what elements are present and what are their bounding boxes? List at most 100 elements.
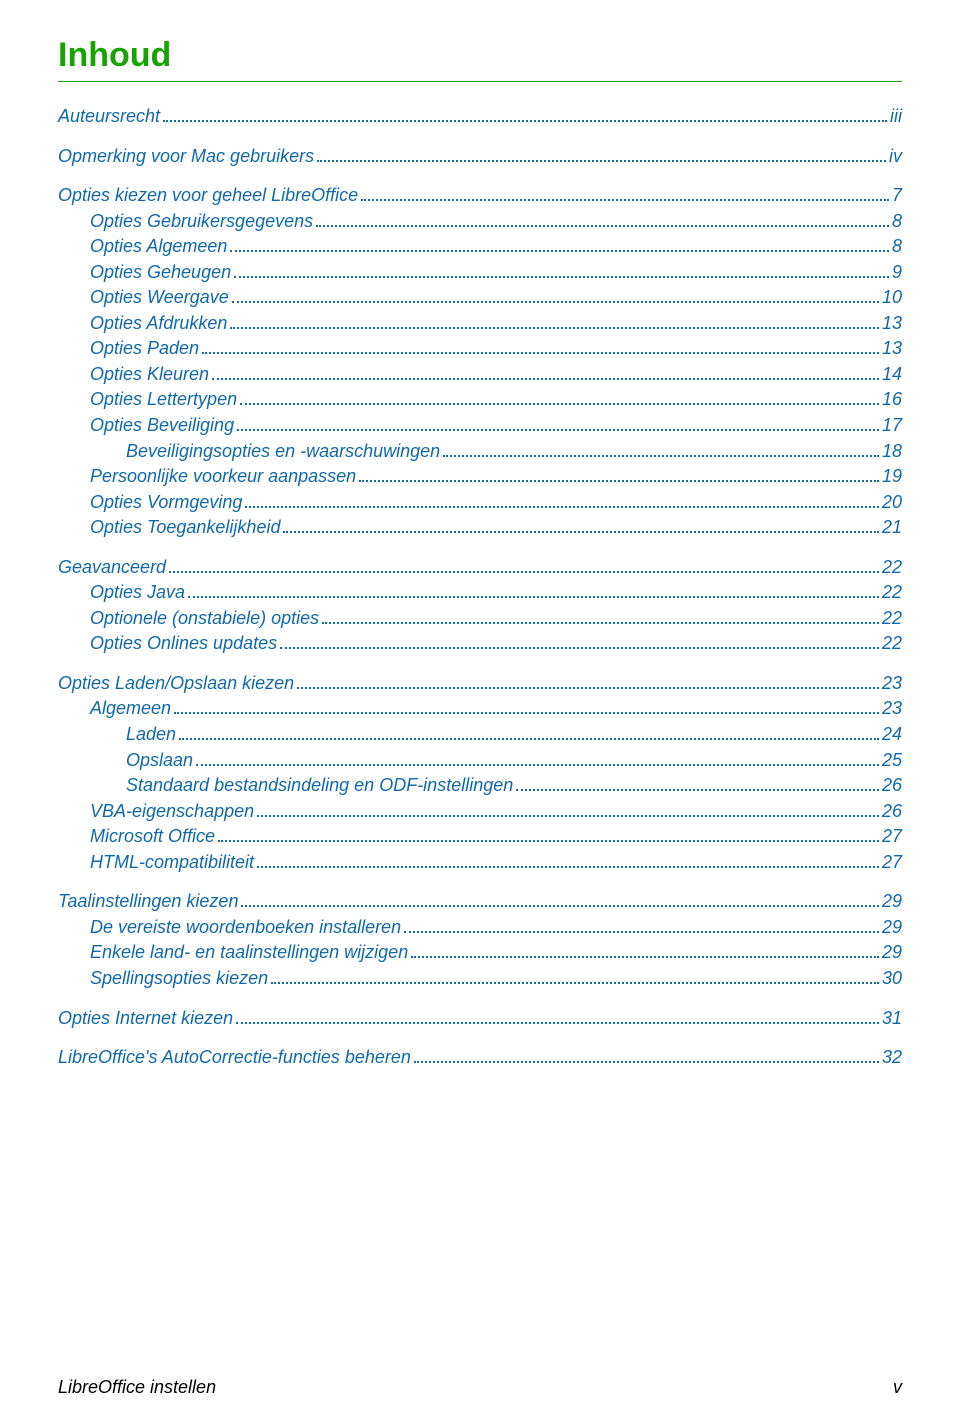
toc-leader-dots [230, 250, 889, 252]
toc-entry[interactable]: Persoonlijke voorkeur aanpassen19 [90, 464, 902, 490]
toc-entry[interactable]: Opties Java 22 [90, 580, 902, 606]
toc-leader-dots [361, 199, 889, 201]
toc-entry-label: Opties Internet kiezen [58, 1006, 233, 1032]
toc-entry-page: 21 [882, 515, 902, 541]
toc-entry[interactable]: Taalinstellingen kiezen29 [58, 889, 902, 915]
page-title: Inhoud [58, 36, 902, 82]
toc-entry-page: 27 [882, 850, 902, 876]
toc-entry[interactable]: VBA-eigenschappen 26 [90, 799, 902, 825]
toc-entry-label: Spellingsopties kiezen [90, 966, 268, 992]
toc-entry-label: Opties Beveiliging [90, 413, 234, 439]
toc-entry[interactable]: Opties Gebruikersgegevens 8 [90, 209, 902, 235]
toc-entry-label: Microsoft Office [90, 824, 215, 850]
toc-entry-label: VBA-eigenschappen [90, 799, 254, 825]
toc-leader-dots [322, 622, 879, 624]
toc-entry-page: 22 [882, 555, 902, 581]
toc-entry[interactable]: Opties Kleuren 14 [90, 362, 902, 388]
toc-entry[interactable]: Opties Internet kiezen 31 [58, 1006, 902, 1032]
toc-entry-label: LibreOffice's AutoCorrectie-functies beh… [58, 1045, 411, 1071]
table-of-contents: Auteursrecht iii Opmerking voor Mac gebrui… [58, 104, 902, 1071]
toc-entry[interactable]: Enkele land- en taalinstellingen wijzige… [90, 940, 902, 966]
toc-entry-label: Opties Weergave [90, 285, 229, 311]
toc-entry[interactable]: Opties Geheugen 9 [90, 260, 902, 286]
toc-entry-label: Opties Java [90, 580, 185, 606]
toc-entry-page: 14 [882, 362, 902, 388]
toc-entry-page: 8 [892, 234, 902, 260]
toc-entry-page: iii [890, 104, 902, 130]
toc-entry-label: Opties Laden/Opslaan kiezen [58, 671, 294, 697]
toc-entry-label: Opties Kleuren [90, 362, 209, 388]
toc-leader-dots [414, 1061, 879, 1063]
toc-entry-page: 13 [882, 311, 902, 337]
toc-entry-page: 19 [882, 464, 902, 490]
toc-entry[interactable]: Beveiligingsopties en -waarschuwingen18 [126, 439, 902, 465]
toc-entry[interactable]: De vereiste woordenboeken installeren29 [90, 915, 902, 941]
toc-entry-page: 29 [882, 915, 902, 941]
toc-leader-dots [188, 596, 879, 598]
toc-entry[interactable]: Optionele (onstabiele) opties 22 [90, 606, 902, 632]
toc-entry-page: 26 [882, 773, 902, 799]
toc-leader-dots [232, 301, 879, 303]
toc-entry-page: 25 [882, 748, 902, 774]
toc-entry[interactable]: Auteursrecht iii [58, 104, 902, 130]
toc-entry[interactable]: Opties Toegankelijkheid21 [90, 515, 902, 541]
toc-entry-page: 17 [882, 413, 902, 439]
toc-entry-label: Opties Gebruikersgegevens [90, 209, 313, 235]
toc-entry[interactable]: Opmerking voor Mac gebruikersiv [58, 144, 902, 170]
toc-leader-dots [196, 764, 879, 766]
toc-entry-page: 9 [892, 260, 902, 286]
toc-leader-dots [241, 905, 879, 907]
toc-entry[interactable]: Opties Laden/Opslaan kiezen23 [58, 671, 902, 697]
toc-leader-dots [411, 956, 879, 958]
toc-entry-page: 30 [882, 966, 902, 992]
toc-entry-page: 26 [882, 799, 902, 825]
toc-entry-label: Opslaan [126, 748, 193, 774]
toc-entry[interactable]: Microsoft Office27 [90, 824, 902, 850]
toc-entry[interactable]: LibreOffice's AutoCorrectie-functies beh… [58, 1045, 902, 1071]
toc-leader-dots [179, 738, 879, 740]
toc-leader-dots [257, 815, 879, 817]
toc-entry[interactable]: Opslaan 25 [126, 748, 902, 774]
toc-entry[interactable]: Opties Weergave10 [90, 285, 902, 311]
toc-entry[interactable]: Opties Vormgeving20 [90, 490, 902, 516]
toc-entry[interactable]: HTML-compatibiliteit 27 [90, 850, 902, 876]
toc-leader-dots [234, 276, 889, 278]
toc-entry-page: 20 [882, 490, 902, 516]
toc-entry[interactable]: Geavanceerd22 [58, 555, 902, 581]
document-page: Inhoud Auteursrecht iii Opmerking voor Mac… [0, 0, 960, 1424]
toc-entry-page: 16 [882, 387, 902, 413]
toc-entry[interactable]: Opties Onlines updates22 [90, 631, 902, 657]
toc-leader-dots [404, 931, 879, 933]
toc-leader-dots [237, 429, 879, 431]
toc-entry-label: Opties Geheugen [90, 260, 231, 286]
toc-leader-dots [317, 160, 886, 162]
toc-entry[interactable]: Spellingsopties kiezen 30 [90, 966, 902, 992]
toc-entry-page: 22 [882, 606, 902, 632]
toc-leader-dots [212, 378, 879, 380]
toc-entry[interactable]: Laden 24 [126, 722, 902, 748]
toc-entry[interactable]: Opties Afdrukken13 [90, 311, 902, 337]
toc-entry[interactable]: Opties Beveiliging 17 [90, 413, 902, 439]
toc-entry[interactable]: Opties Paden13 [90, 336, 902, 362]
toc-entry-label: HTML-compatibiliteit [90, 850, 254, 876]
toc-leader-dots [230, 327, 879, 329]
toc-entry-page: 8 [892, 209, 902, 235]
toc-leader-dots [443, 455, 879, 457]
toc-entry-page: 13 [882, 336, 902, 362]
toc-leader-dots [316, 225, 889, 227]
toc-entry-label: Beveiligingsopties en -waarschuwingen [126, 439, 440, 465]
toc-leader-dots [283, 531, 879, 533]
toc-entry-page: 23 [882, 696, 902, 722]
toc-leader-dots [516, 789, 879, 791]
toc-entry[interactable]: Opties kiezen voor geheel LibreOffice7 [58, 183, 902, 209]
toc-entry-page: 22 [882, 580, 902, 606]
toc-entry-page: 31 [882, 1006, 902, 1032]
toc-entry-label: Opties Onlines updates [90, 631, 277, 657]
toc-entry-label: Auteursrecht [58, 104, 160, 130]
toc-entry[interactable]: Algemeen23 [90, 696, 902, 722]
toc-entry[interactable]: Opties Algemeen8 [90, 234, 902, 260]
toc-entry[interactable]: Standaard bestandsindeling en ODF-instel… [126, 773, 902, 799]
toc-entry[interactable]: Opties Lettertypen16 [90, 387, 902, 413]
toc-leader-dots [297, 687, 879, 689]
toc-entry-label: Optionele (onstabiele) opties [90, 606, 319, 632]
